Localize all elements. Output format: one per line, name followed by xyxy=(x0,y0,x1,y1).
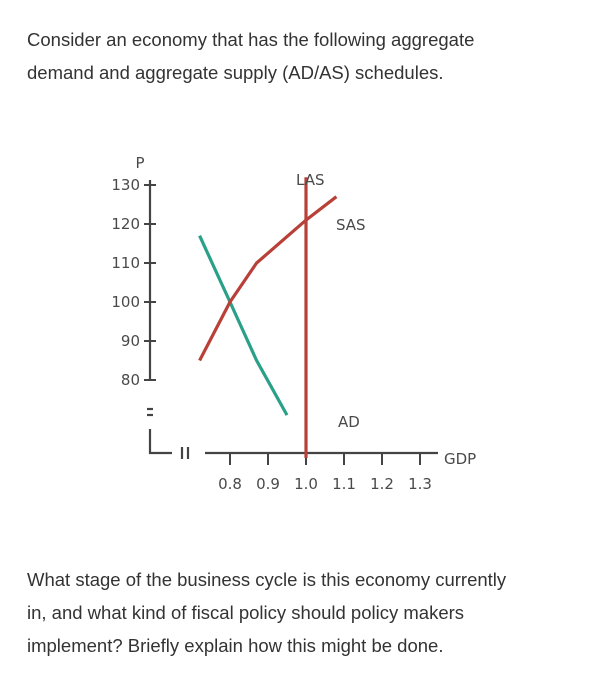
x-tick-label-1.2: 1.2 xyxy=(370,475,394,493)
question-line-2: in, and what kind of fiscal policy shoul… xyxy=(27,602,465,623)
y-tick-label-100: 100 xyxy=(111,293,140,311)
sas-label: SAS xyxy=(336,216,366,234)
y-ticks: 130 120 110 100 90 80 xyxy=(111,176,156,389)
y-tick-label-120: 120 xyxy=(111,215,140,233)
sas-curve xyxy=(198,195,338,362)
intro-line-1: Consider an economy that has the followi… xyxy=(27,29,475,50)
x-axis-label: GDP xyxy=(444,450,476,468)
y-tick-label-110: 110 xyxy=(111,254,140,272)
question-text: What stage of the business cycle is this… xyxy=(27,563,572,662)
x-ticks: 0.8 0.9 1.0 1.1 1.2 1.3 xyxy=(218,453,432,493)
intro-line-2: demand and aggregate supply (AD/AS) sche… xyxy=(27,62,444,83)
y-tick-label-90: 90 xyxy=(121,332,140,350)
ad-label: AD xyxy=(338,413,360,431)
axis-origin-corner xyxy=(148,429,172,455)
x-tick-label-1.3: 1.3 xyxy=(408,475,432,493)
y-tick-label-130: 130 xyxy=(111,176,140,194)
x-tick-label-0.9: 0.9 xyxy=(256,475,280,493)
x-tick-label-1.1: 1.1 xyxy=(332,475,356,493)
question-line-3: implement? Briefly explain how this migh… xyxy=(27,635,444,656)
question-line-1: What stage of the business cycle is this… xyxy=(27,569,507,590)
ad-curve xyxy=(198,235,289,416)
curves xyxy=(198,177,338,458)
x-tick-label-0.8: 0.8 xyxy=(218,475,242,493)
y-axis-label: P xyxy=(135,154,144,172)
las-label: LAS xyxy=(296,171,324,189)
intro-text: Consider an economy that has the followi… xyxy=(27,23,567,89)
y-tick-label-80: 80 xyxy=(121,371,140,389)
x-tick-label-1.0: 1.0 xyxy=(294,475,318,493)
